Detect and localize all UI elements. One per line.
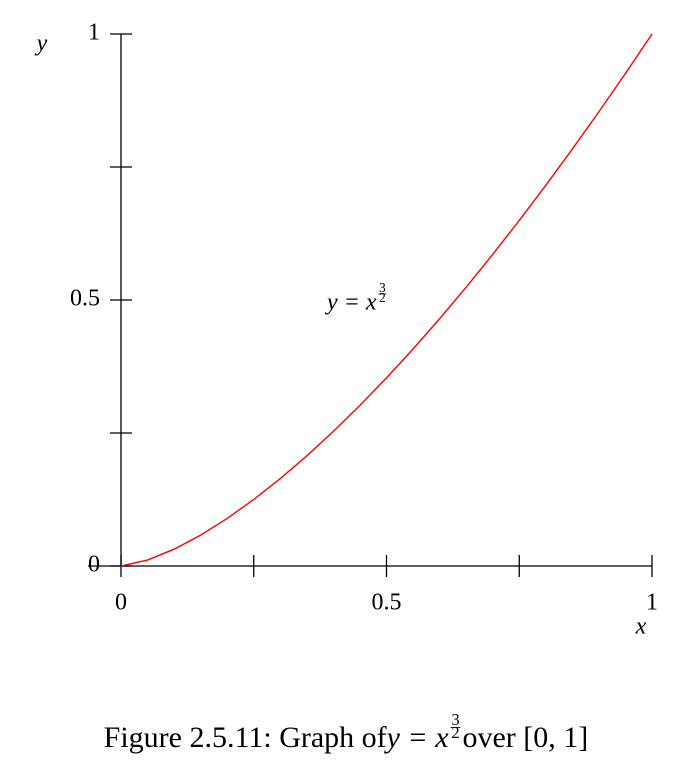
caption-math-exp-den: 2 — [451, 723, 459, 742]
caption-after: over [0, 1] — [462, 721, 588, 754]
caption-math: y = x — [384, 721, 450, 754]
y-axis-label: y — [35, 31, 48, 57]
annotation-exp-den: 2 — [379, 290, 386, 305]
annotation-exp-num: 3 — [379, 280, 386, 295]
caption-before: Figure 2.5.11: Graph of — [104, 721, 387, 754]
y-tick-label: 0 — [88, 552, 100, 578]
curve — [120, 33, 653, 567]
annotation: y = x — [325, 290, 377, 316]
x-tick-label: 1 — [646, 590, 658, 616]
x-axis-label: x — [635, 614, 647, 640]
x-tick-label: 0 — [115, 590, 127, 616]
y-tick-label: 1 — [88, 20, 100, 46]
caption-math-exp-num: 3 — [451, 710, 459, 729]
y-tick-label: 0.5 — [70, 286, 100, 312]
x-tick-label: 0.5 — [372, 590, 402, 616]
